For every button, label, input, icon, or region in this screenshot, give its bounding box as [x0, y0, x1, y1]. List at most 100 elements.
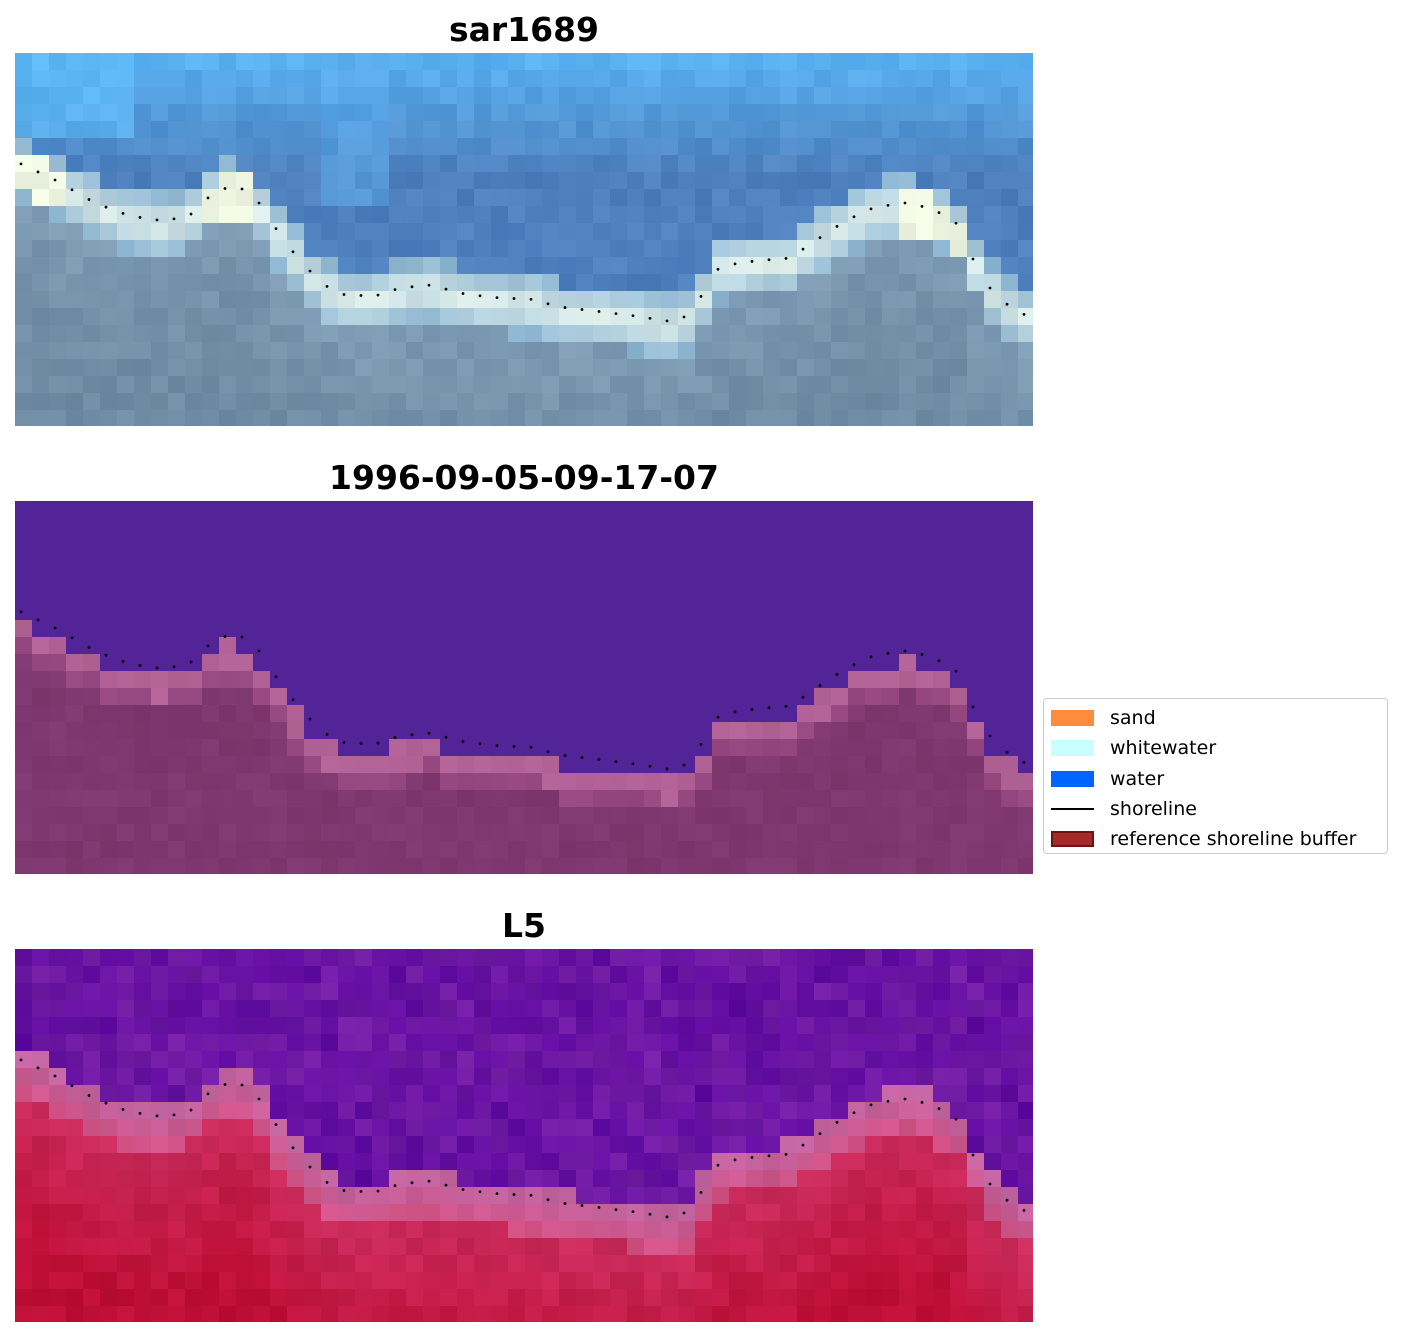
rgb-pixel: [440, 104, 458, 122]
classified-pixel: [372, 501, 390, 519]
index-pixel: [746, 1272, 764, 1290]
rgb-pixel: [865, 121, 883, 139]
index-pixel: [406, 1221, 424, 1239]
index-pixel: [151, 1119, 169, 1137]
shoreline-point: [767, 258, 771, 262]
classified-pixel: [797, 671, 815, 689]
rgb-pixel: [117, 410, 135, 426]
classified-pixel: [542, 535, 560, 553]
classified-pixel: [1018, 739, 1033, 757]
index-pixel: [746, 1221, 764, 1239]
index-pixel: [423, 1272, 441, 1290]
index-pixel: [695, 949, 713, 967]
index-pixel: [1018, 1000, 1033, 1018]
classified-pixel: [610, 688, 628, 706]
classified-pixel: [440, 654, 458, 672]
shoreline-point: [563, 754, 567, 757]
index-pixel: [474, 1119, 492, 1137]
classified-pixel: [372, 739, 390, 757]
index-pixel: [848, 1136, 866, 1154]
index-pixel: [899, 1000, 917, 1018]
legend-item-whitewater: whitewater: [1051, 733, 1387, 763]
rgb-pixel: [66, 342, 84, 360]
classified-pixel: [134, 858, 152, 874]
classified-pixel: [406, 671, 424, 689]
shoreline-point: [580, 1204, 584, 1207]
classified-pixel: [389, 756, 407, 774]
shoreline-point: [1022, 313, 1026, 316]
rgb-pixel: [1001, 155, 1019, 173]
index-pixel: [389, 1255, 407, 1273]
rgb-pixel: [491, 291, 509, 309]
classified-pixel: [151, 603, 169, 621]
classified-pixel: [916, 688, 934, 706]
rgb-pixel: [253, 172, 271, 190]
rgb-pixel: [814, 87, 832, 105]
rgb-pixel: [321, 257, 339, 275]
rgb-pixel: [542, 189, 560, 207]
classified-pixel: [865, 586, 883, 604]
index-pixel: [287, 1289, 305, 1307]
index-pixel: [865, 1221, 883, 1239]
index-pixel: [593, 1289, 611, 1307]
classified-pixel: [338, 603, 356, 621]
rgb-pixel: [780, 104, 798, 122]
rgb-pixel: [338, 376, 356, 394]
classified-pixel: [729, 824, 747, 842]
classified-pixel: [763, 756, 781, 774]
classified-pixel: [185, 739, 203, 757]
rgb-pixel: [15, 274, 33, 292]
classified-pixel: [661, 807, 679, 825]
index-pixel: [610, 1068, 628, 1086]
classified-pixel: [372, 807, 390, 825]
index-pixel: [627, 1238, 645, 1256]
classified-pixel: [950, 654, 968, 672]
rgb-pixel: [848, 53, 866, 71]
rgb-pixel: [899, 121, 917, 139]
rgb-pixel: [49, 223, 67, 241]
classified-pixel: [406, 773, 424, 791]
index-pixel: [491, 966, 509, 984]
classified-pixel: [185, 773, 203, 791]
classified-pixel: [185, 501, 203, 519]
classified-pixel: [763, 637, 781, 655]
rgb-pixel: [168, 257, 186, 275]
classified-pixel: [695, 705, 713, 723]
index-pixel: [729, 1051, 747, 1069]
rgb-pixel: [882, 359, 900, 377]
index-pixel: [644, 1221, 662, 1239]
classified-pixel: [66, 603, 84, 621]
classified-pixel: [559, 535, 577, 553]
index-pixel: [83, 1068, 101, 1086]
rgb-pixel: [763, 325, 781, 343]
rgb-pixel: [491, 376, 509, 394]
classified-pixel: [270, 586, 288, 604]
rgb-pixel: [814, 257, 832, 275]
rgb-pixel: [525, 325, 543, 343]
index-pixel: [100, 1136, 118, 1154]
rgb-pixel: [899, 291, 917, 309]
rgb-pixel: [525, 376, 543, 394]
index-pixel: [83, 1238, 101, 1256]
rgb-pixel: [100, 189, 118, 207]
classified-pixel: [661, 858, 679, 874]
index-pixel: [491, 1000, 509, 1018]
classified-pixel: [610, 790, 628, 808]
rgb-pixel: [270, 53, 288, 71]
index-pixel: [423, 1153, 441, 1171]
rgb-pixel: [338, 393, 356, 411]
index-pixel: [984, 1085, 1002, 1103]
classified-pixel: [933, 535, 951, 553]
rgb-pixel: [253, 138, 271, 156]
index-pixel: [729, 1255, 747, 1273]
index-pixel: [559, 1136, 577, 1154]
rgb-pixel: [848, 274, 866, 292]
rgb-pixel: [287, 291, 305, 309]
classified-pixel: [593, 790, 611, 808]
classified-pixel: [865, 654, 883, 672]
classified-pixel: [151, 705, 169, 723]
rgb-pixel: [15, 393, 33, 411]
rgb-pixel: [746, 104, 764, 122]
rgb-pixel: [83, 155, 101, 173]
rgb-pixel: [100, 410, 118, 426]
